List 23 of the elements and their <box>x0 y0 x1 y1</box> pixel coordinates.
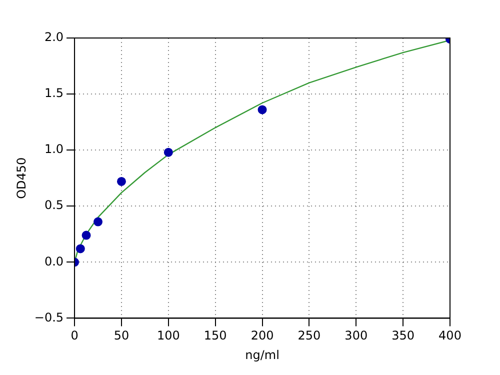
x-tick-label: 150 <box>204 328 227 343</box>
y-tick-label: 0.0 <box>44 254 64 268</box>
y-tick-label: 0.5 <box>44 198 64 212</box>
point <box>116 176 126 186</box>
y-axis-title: OD450 <box>14 157 28 199</box>
x-tick-label: 400 <box>438 328 462 343</box>
x-tick-label: 350 <box>392 328 415 343</box>
y-tick-label: 1.0 <box>44 142 64 156</box>
y-tick-label: 1.5 <box>44 86 64 100</box>
point <box>258 105 267 114</box>
point <box>82 230 91 240</box>
x-tick-label: 50 <box>114 328 130 343</box>
y-tick-label: 2.0 <box>44 30 64 44</box>
x-tick-label: 300 <box>344 328 368 343</box>
point <box>76 244 85 254</box>
x-tick-label: 0 <box>70 328 78 343</box>
point <box>94 217 103 226</box>
x-tick-label: 250 <box>298 328 321 343</box>
x-tick-label: 200 <box>250 328 274 343</box>
x-axis-title: ng/ml <box>245 348 280 362</box>
y-tick-label: −0.5 <box>34 310 64 324</box>
x-tick-label: 100 <box>156 328 180 343</box>
point <box>164 148 173 157</box>
